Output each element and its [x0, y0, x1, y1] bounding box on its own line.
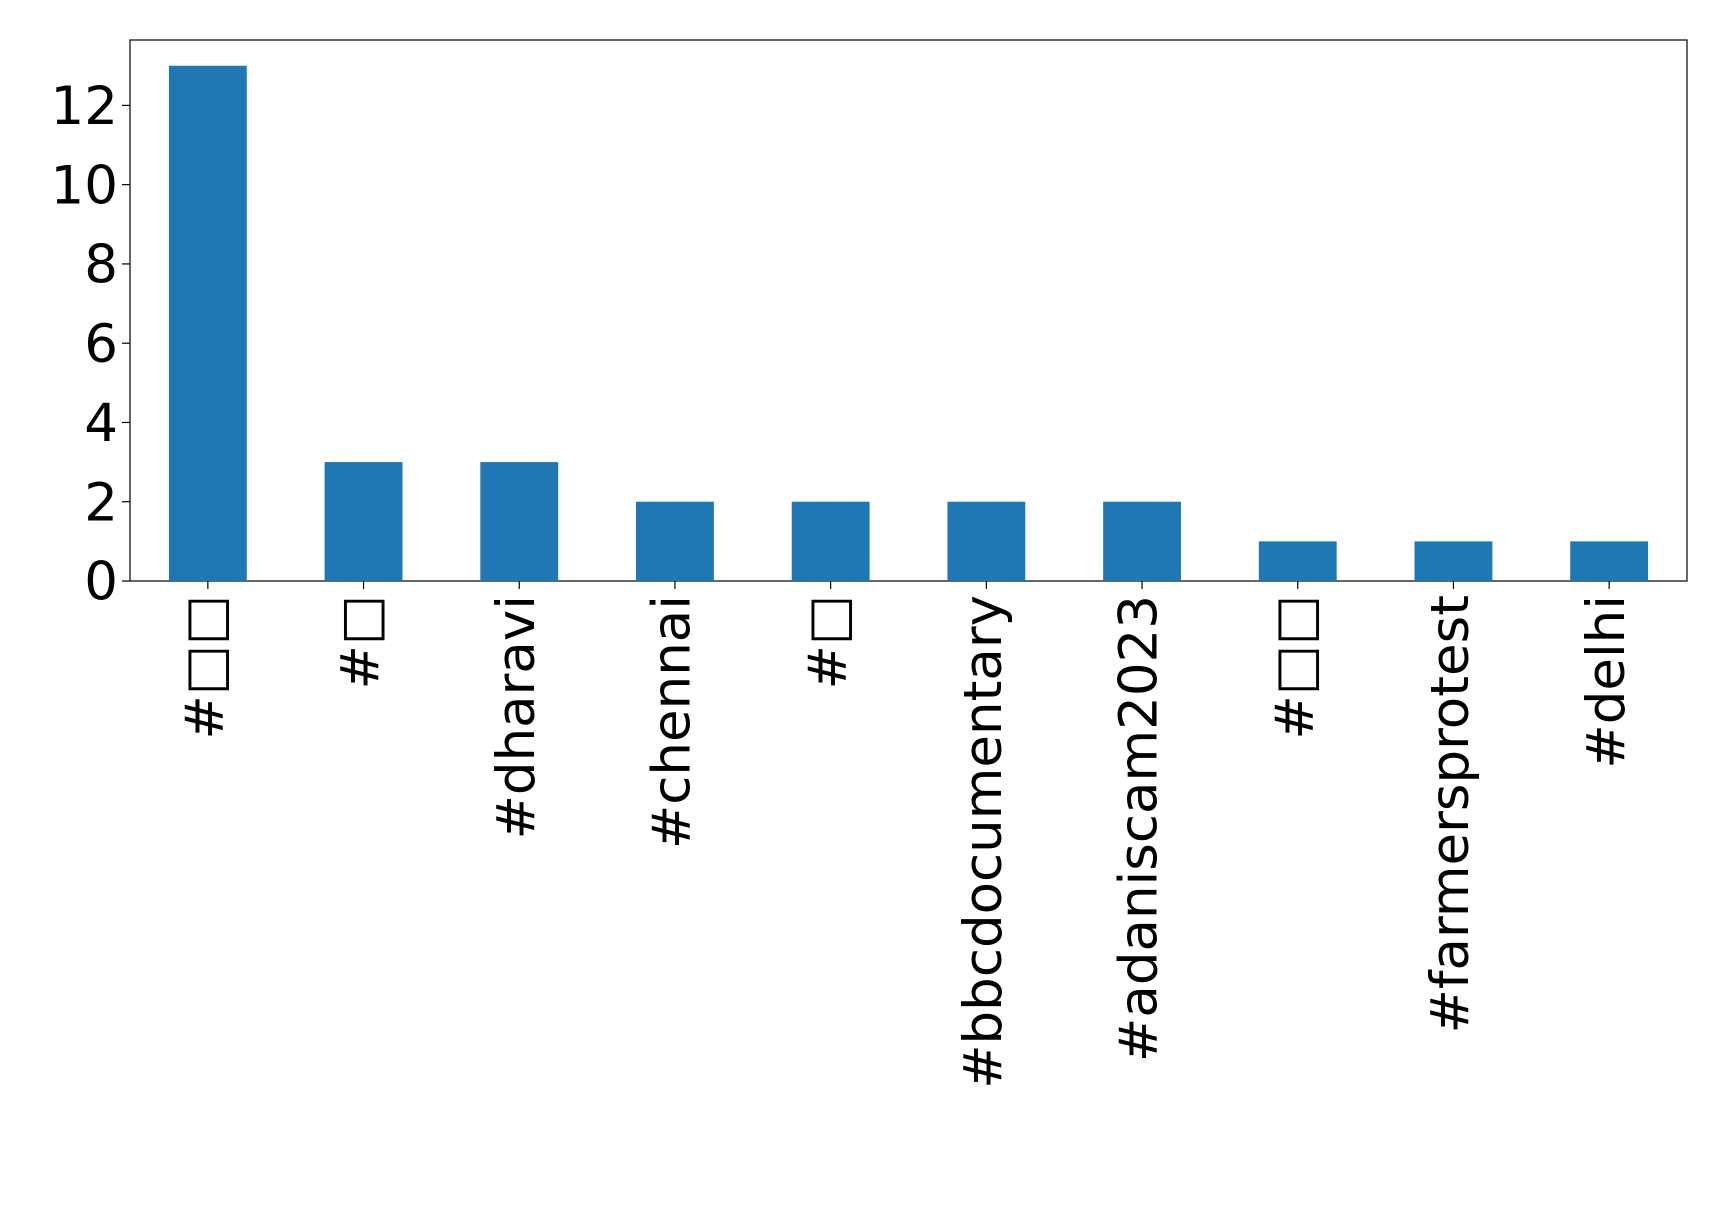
- bar: [1414, 541, 1493, 581]
- bar: [947, 501, 1026, 581]
- x-tick-label: #chennai: [642, 595, 703, 849]
- x-tick-label: #□: [797, 595, 858, 689]
- x-tick-label: #farmersprotest: [1420, 595, 1481, 1034]
- bar: [791, 501, 870, 581]
- bar: [1103, 501, 1181, 581]
- x-tick-label: #adaniscam2023: [1109, 595, 1170, 1062]
- y-tick-label: 8: [84, 235, 118, 296]
- bar: [636, 501, 714, 581]
- x-tick-label: #□□: [1264, 595, 1325, 740]
- y-tick-label: 4: [84, 393, 118, 454]
- y-tick-label: 0: [84, 552, 118, 613]
- y-tick-label: 2: [84, 472, 118, 533]
- bar: [168, 65, 247, 581]
- x-tick-label: #dharavi: [486, 595, 547, 839]
- bar: [480, 462, 559, 581]
- x-tick-label: #□□: [174, 595, 235, 740]
- bar: [1258, 541, 1337, 581]
- x-tick-label: #bbcdocumentary: [953, 595, 1014, 1089]
- x-tick-label: #□: [330, 595, 391, 689]
- y-tick-label: 6: [84, 314, 118, 375]
- y-tick-label: 12: [51, 76, 118, 137]
- x-tick-label: #delhi: [1576, 595, 1637, 769]
- plot-frame: [129, 39, 1688, 582]
- y-tick-label: 10: [51, 155, 118, 216]
- bar: [324, 462, 403, 581]
- bar: [1570, 541, 1649, 581]
